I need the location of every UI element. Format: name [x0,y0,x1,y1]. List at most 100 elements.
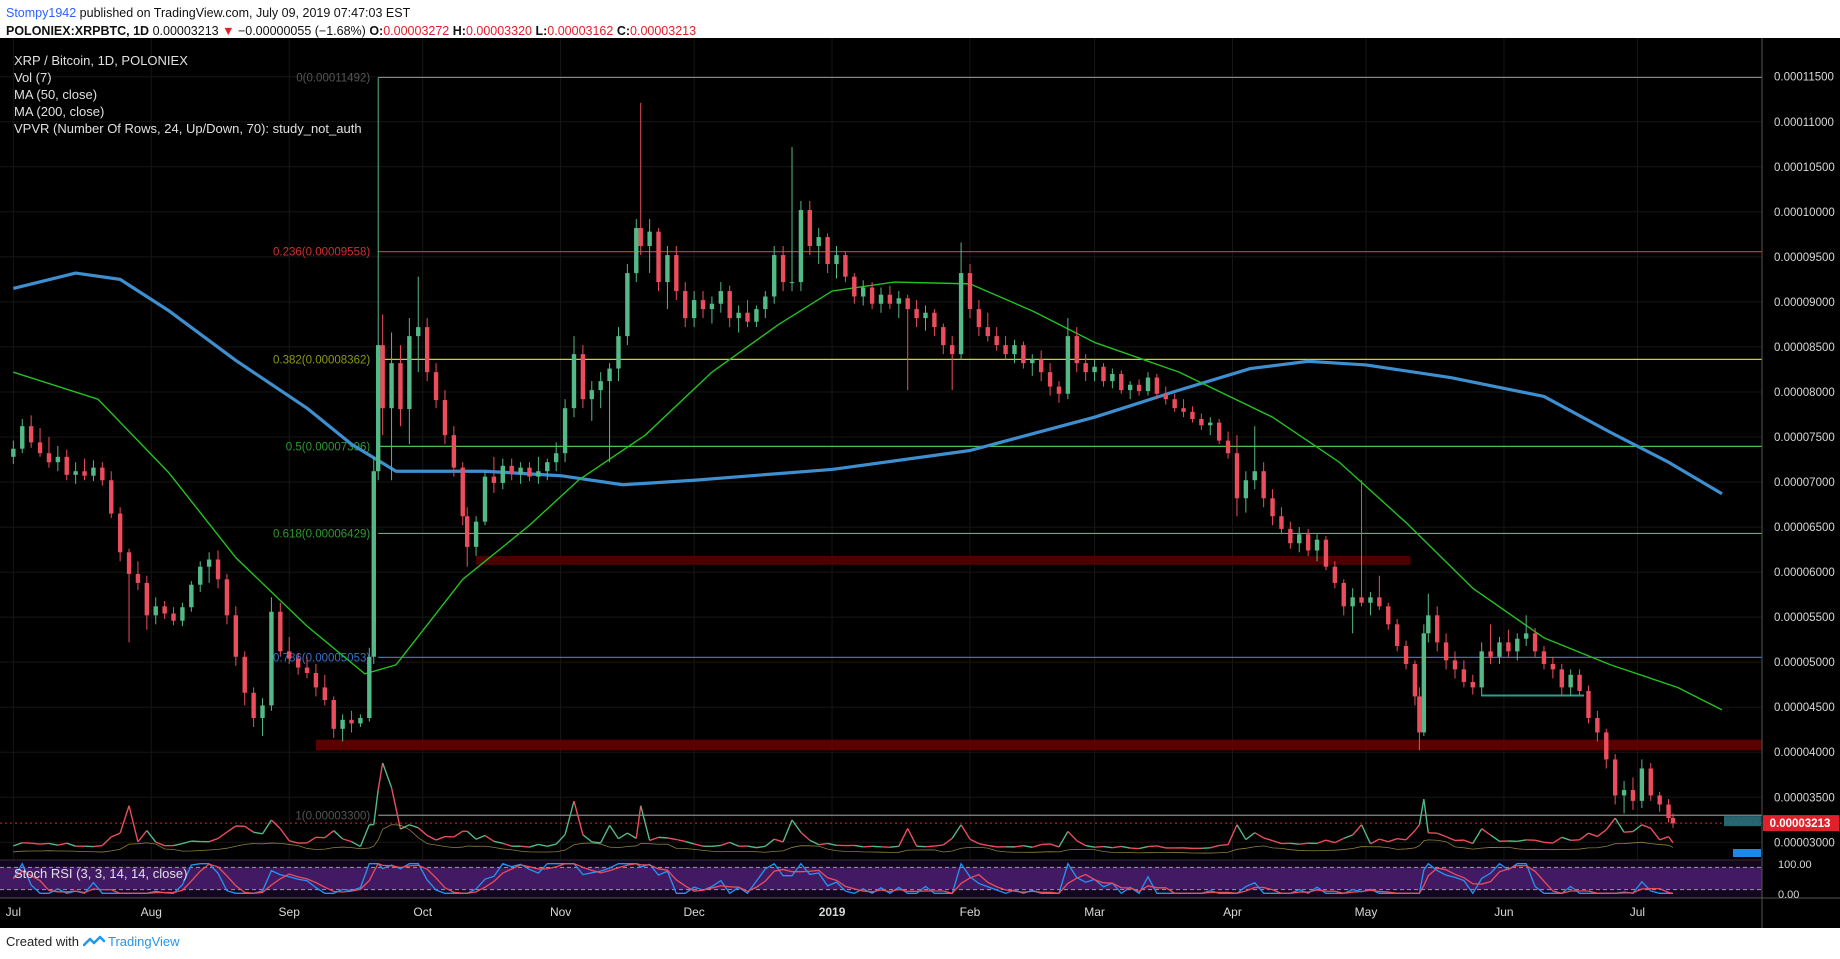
fib-level-label: 0.618(0.00006429) [273,528,370,540]
candle-body [1630,790,1636,801]
candle-body [126,552,132,574]
price-chart[interactable]: 0(0.00011492) 0.236(0.00009558) 0.382(0.00… [0,0,1840,930]
candle-body [1488,651,1493,657]
candle-body [416,327,421,337]
candle-body [589,390,594,400]
candle-body [878,294,884,304]
x-tick-label: Mar [1084,905,1105,919]
volume-segment [942,837,953,846]
candle-body [1038,359,1044,373]
candle-body [1021,345,1026,364]
candle-body [691,300,697,319]
volume-segment [1352,824,1363,836]
ohlc-open-label: O: [369,24,384,38]
legend-ma50: MA (50, close) [14,87,97,102]
y-tick-label: 0.00005000 [1774,657,1835,669]
volume-segment [137,830,148,843]
candle-body [807,210,813,247]
candle-body [117,513,123,553]
candle-body [135,573,141,583]
candle-body [1434,615,1440,643]
volume-segment [1588,832,1598,838]
x-tick-label: Nov [550,905,571,919]
author-link[interactable]: Stompy1942 [6,6,77,20]
volume-segment [1624,830,1634,833]
candle-body [905,298,910,310]
volume-ma-line [13,824,1674,854]
candle-body [562,408,568,454]
volume-segment [155,841,165,847]
volume-segment [916,845,926,848]
volume-segment [1579,832,1589,841]
candle-body [1127,384,1133,391]
candle-body [1234,453,1240,499]
candle-body [1012,345,1017,355]
volume-segment [217,831,228,839]
snapshot-header: Stompy1942 published on TradingView.com,… [6,4,696,40]
candle-body [674,255,679,292]
tradingview-link[interactable]: TradingView [108,934,180,949]
candle-body [763,296,768,310]
candle-body [896,298,901,304]
volume-segment [270,819,281,830]
candle-body [1208,422,1213,426]
volume-segment [573,800,584,835]
candle-body [233,615,239,657]
y-tick-label: 0.00007000 [1774,477,1835,489]
candle-body [914,309,919,319]
candle-body [451,435,457,468]
candle-body [1279,516,1284,529]
candle-body [260,705,265,719]
volume-segment [667,837,677,841]
volume-segment [969,838,980,845]
resistance-zone [476,555,1411,565]
volume-segment [1388,838,1398,843]
candle-body [1604,732,1609,760]
volume-segment [1596,829,1607,837]
candle-body [1136,384,1142,392]
volume-segment [907,828,918,847]
candle-body [1666,804,1671,818]
volume-segment [1210,844,1220,849]
indicator-legend: XRP / Bitcoin, 1D, POLONIEX Vol (7) MA (… [14,53,362,881]
volume-segment [1543,841,1553,844]
volume-segment [1076,840,1087,847]
candle-body [1092,366,1097,373]
candle-body [932,312,937,328]
volume-segment [685,840,695,845]
volume-segment [756,845,766,849]
y-tick-label: 0.00006000 [1774,567,1835,579]
volume-segment [774,838,784,843]
candle-body [433,372,439,401]
volume-segment [381,762,393,788]
candle-body [869,287,875,304]
y-tick-label: 0.00004000 [1774,747,1835,759]
volume-segment [658,836,668,839]
ohlc-low-label: L: [535,24,548,38]
volume-segment [119,805,130,834]
candle-body [1110,373,1115,382]
volume-segment [854,844,864,848]
volume-segment [13,842,23,847]
candle-body [527,467,532,477]
candle-body [518,467,523,474]
candle-body [780,255,786,283]
candle-body [340,719,345,729]
candle-body [616,336,621,369]
candle-body [1657,795,1662,805]
candle-body [772,255,777,297]
candle-body [985,327,990,337]
stoch-rsi-d-line [12,862,1674,895]
candle-body [398,363,403,410]
candle-body [1386,606,1391,625]
candle-body [941,327,946,346]
candle-body [100,467,105,481]
volume-segment [863,845,873,848]
candle-body [1577,674,1582,691]
volume-segment [1463,839,1474,845]
legend-vpvr: VPVR (Number Of Rows, 24, Up/Down, 70): … [14,121,362,136]
candle-body [287,651,292,659]
candle-body [861,287,866,297]
candle-body [607,368,612,382]
volume-segment [1641,824,1652,829]
